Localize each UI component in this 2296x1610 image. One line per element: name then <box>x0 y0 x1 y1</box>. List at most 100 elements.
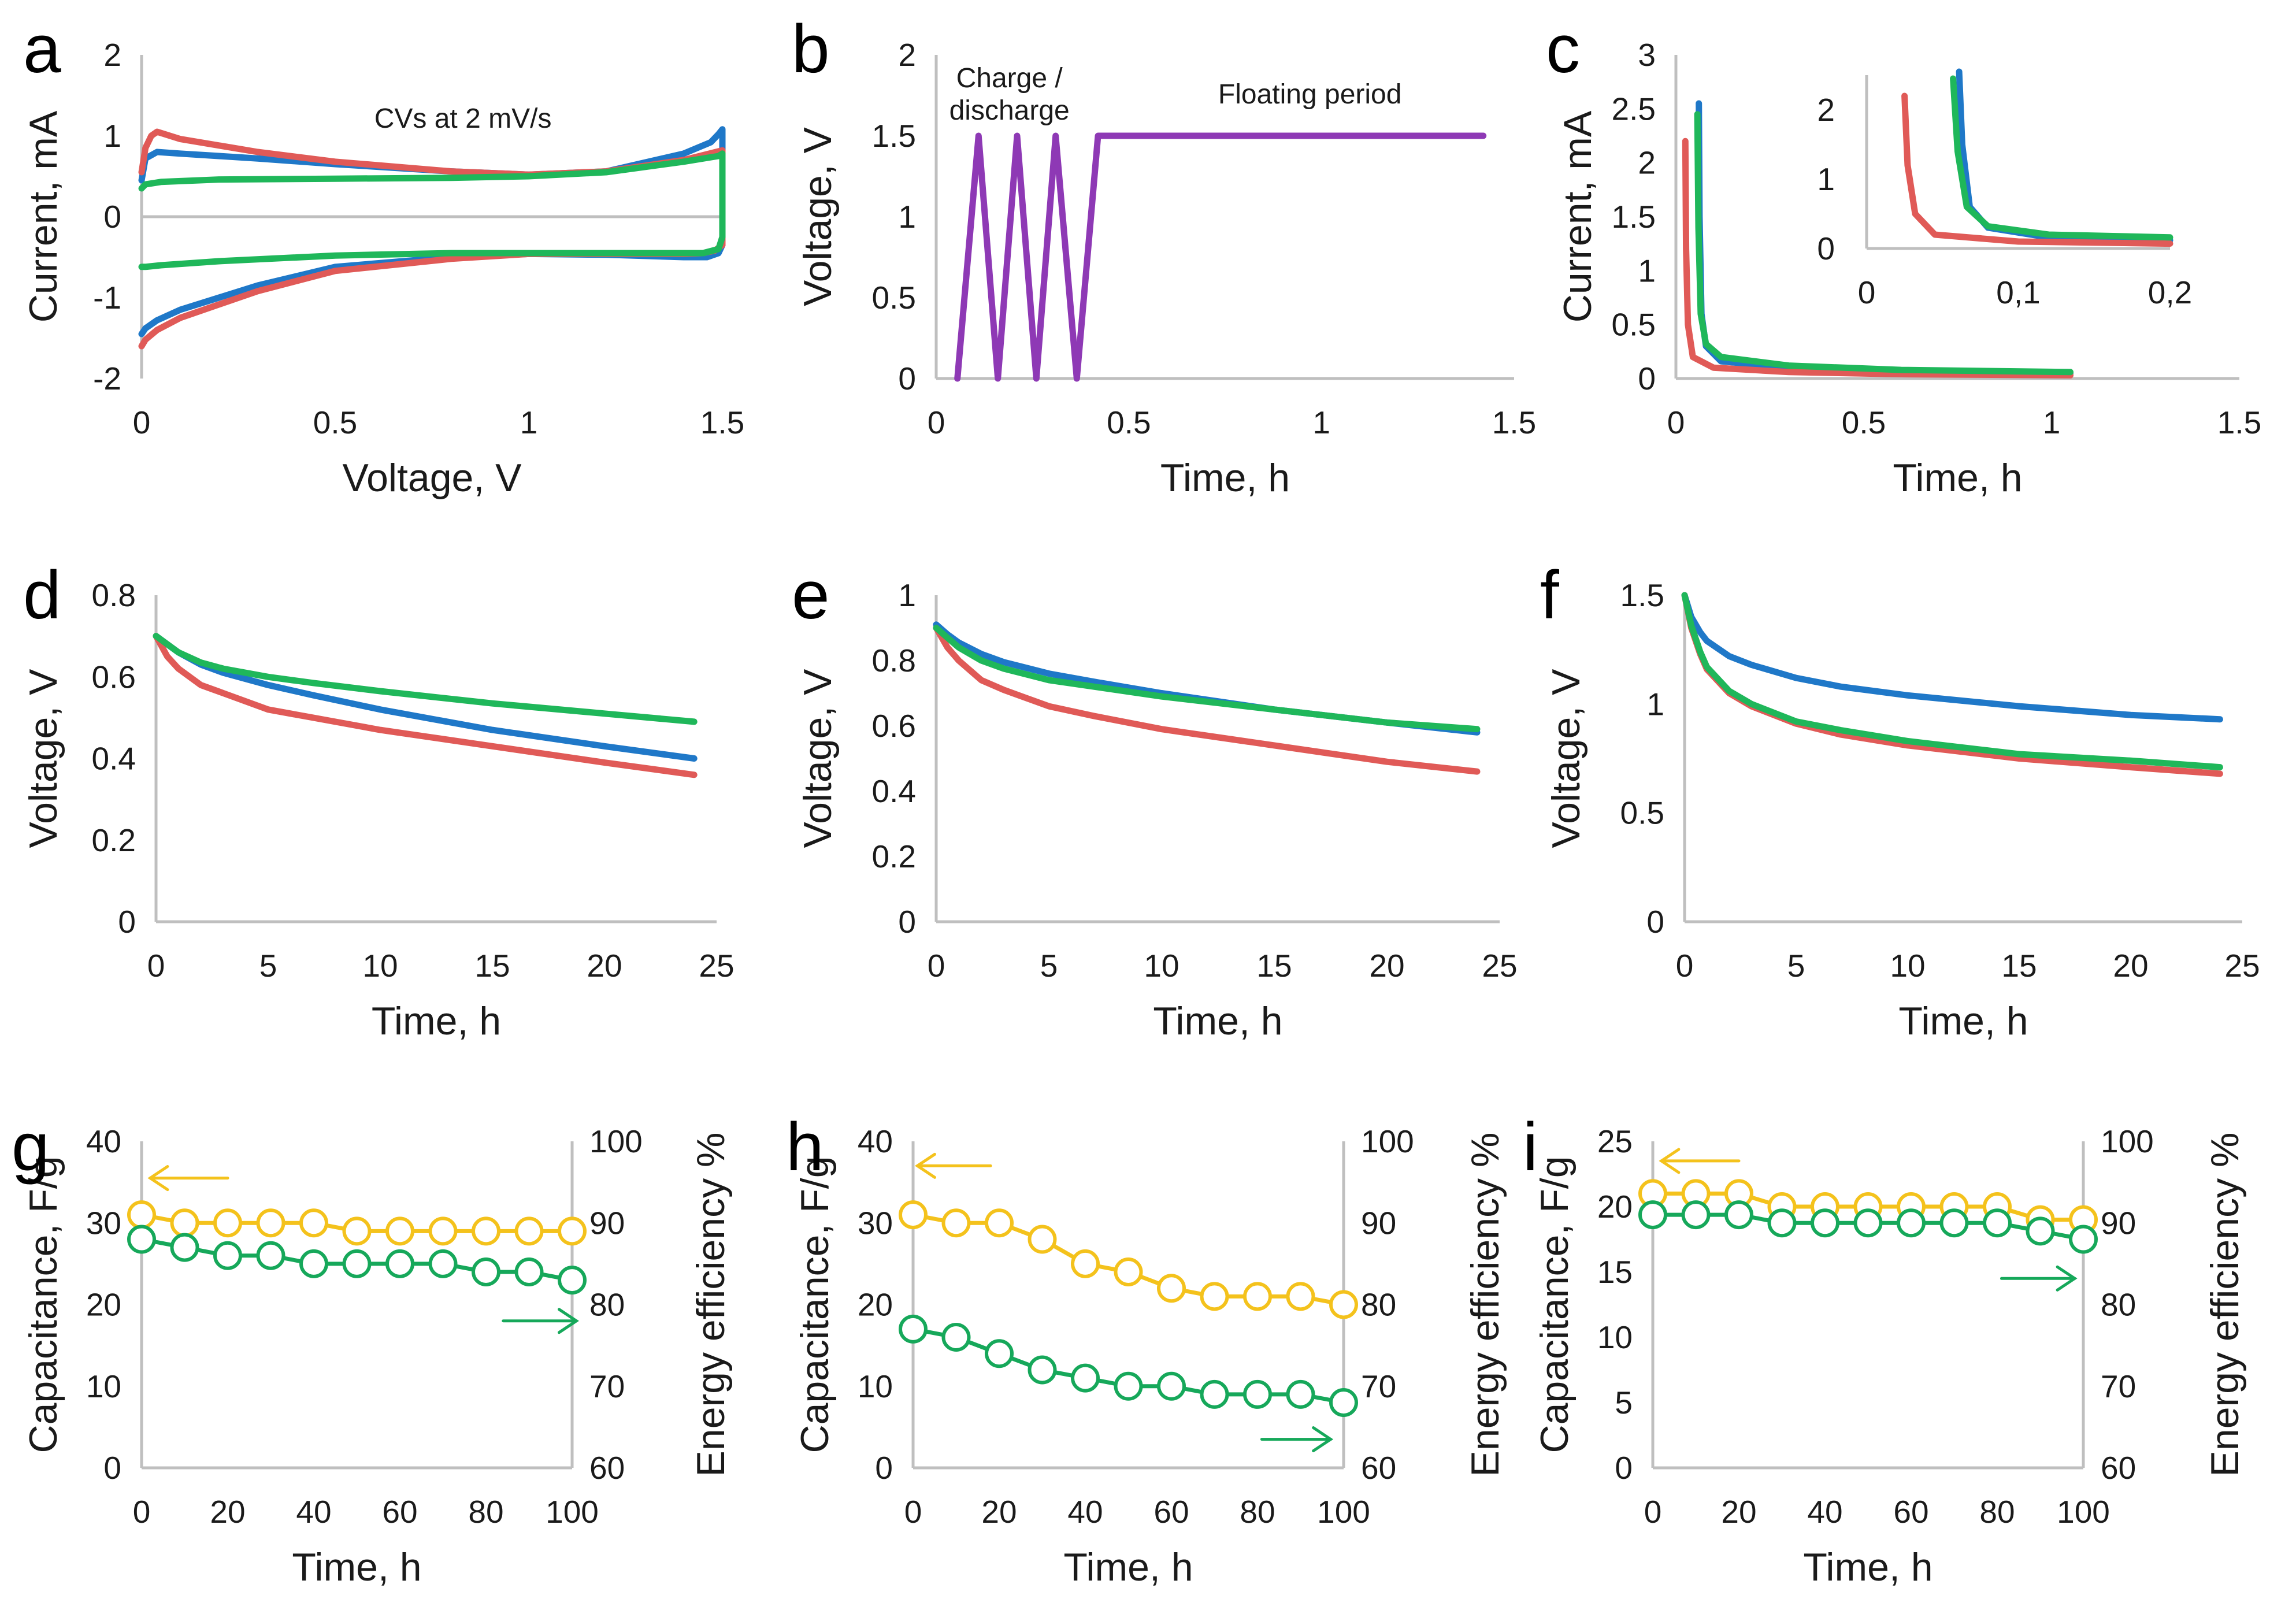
series-line-blue <box>933 621 1481 736</box>
data-point-marker <box>170 1233 199 1262</box>
y-axis-title: Capacitance, F/g <box>21 1156 65 1453</box>
x-tick-label: 0 <box>133 405 151 440</box>
panel-e-series <box>933 621 1481 775</box>
panel-b-axes: 0 0.5 1 1.5 0 0.5 1 1.5 2 Time, h Voltage, V b <box>792 11 1536 500</box>
y2-tick-label: 70 <box>2101 1368 2136 1404</box>
y-axis-title: Voltage, V <box>796 127 840 306</box>
y-tick-label: 0 <box>1646 904 1664 940</box>
x-tick-label: 0 <box>928 405 945 440</box>
data-point-marker <box>1243 1379 1272 1409</box>
x-tick-label: 5 <box>1787 948 1805 984</box>
x-tick-label: 80 <box>468 1494 503 1530</box>
x-axis-title: Time, h <box>1803 1545 1933 1589</box>
y2-tick-label: 60 <box>2101 1450 2136 1486</box>
y-tick-label: 10 <box>858 1368 893 1404</box>
x-axis-title: Time, h <box>372 999 501 1043</box>
y2-tick-label: 80 <box>2101 1287 2136 1323</box>
series-line-green <box>138 150 726 270</box>
y-tick-label: 5 <box>1615 1385 1633 1420</box>
y2-tick-label: 60 <box>589 1450 625 1486</box>
x-tick-label: 20 <box>210 1494 245 1530</box>
series-line-green <box>1694 111 2074 376</box>
y-tick-label: 30 <box>86 1205 121 1241</box>
arrow-left-icon <box>914 1152 992 1179</box>
data-point-marker <box>1286 1379 1315 1409</box>
x-tick-label: 0 <box>147 948 165 984</box>
panel-c-series <box>1682 100 2074 379</box>
x-tick-label: 40 <box>296 1494 331 1530</box>
y2-tick-label: 60 <box>1361 1450 1396 1486</box>
inset-x-tick-label: 0,2 <box>2148 274 2192 310</box>
inset-y-tick-label: 2 <box>1817 92 1835 128</box>
data-point-marker <box>558 1266 587 1295</box>
y-axis-title: Current, mA <box>21 110 65 322</box>
x-tick-label: 0 <box>904 1494 922 1530</box>
y-tick-label: 1.5 <box>1620 577 1664 613</box>
inset-series-line-blue <box>1956 68 2173 244</box>
data-point-marker <box>899 1200 928 1230</box>
x-tick-label: 0 <box>928 948 945 984</box>
x-tick-label: 60 <box>382 1494 417 1530</box>
data-point-marker <box>899 1314 928 1344</box>
annotation-label: CVs at 2 mV/s <box>374 103 552 134</box>
y-axis-title: Capacitance, F/g <box>1533 1156 1577 1453</box>
y-tick-label: 0.2 <box>92 822 136 858</box>
data-point-marker <box>1329 1388 1358 1417</box>
x-tick-label: 0.5 <box>1842 405 1886 440</box>
data-point-marker <box>127 1225 156 1254</box>
y-tick-label: 0.6 <box>92 659 136 695</box>
data-point-marker <box>299 1249 328 1278</box>
panel-e-axes: 0 5 10 15 20 25 0 0.2 0.4 0.6 0.8 1 Time, h Voltage, … <box>792 557 1518 1043</box>
data-point-marker <box>514 1216 544 1246</box>
panel-d-series <box>153 633 698 778</box>
data-point-marker <box>472 1216 500 1246</box>
panel-letter-e: e <box>792 557 830 633</box>
panel-f-axes: 0 5 10 15 20 25 0 0.5 1 1.5 Time, h Voltage, V f <box>1540 557 2260 1043</box>
data-point-marker <box>428 1249 458 1278</box>
inset-y-tick-label: 1 <box>1817 161 1835 197</box>
x-tick-label: 10 <box>362 948 398 984</box>
data-point-marker <box>514 1257 544 1286</box>
data-point-marker <box>1243 1282 1272 1311</box>
data-point-marker <box>472 1257 500 1286</box>
inset-x-tick-label: 0 <box>1858 274 1876 310</box>
x-tick-label: 80 <box>1240 1494 1275 1530</box>
y-tick-label: 0.8 <box>92 577 136 613</box>
y-tick-label: 20 <box>1597 1189 1633 1225</box>
series-line-red <box>933 625 1481 775</box>
x-tick-label: 0.5 <box>1107 405 1151 440</box>
y-tick-label: 2 <box>103 37 121 73</box>
data-point-marker <box>985 1339 1014 1368</box>
data-point-marker <box>385 1249 414 1278</box>
x-tick-label: 5 <box>1040 948 1058 984</box>
panel-c-inset: 0 0,1 0,2 0 1 2 <box>1817 68 2192 310</box>
data-point-marker <box>213 1241 242 1270</box>
y-tick-label: 25 <box>1597 1123 1633 1159</box>
x-tick-label: 15 <box>1256 948 1292 984</box>
data-point-marker <box>1638 1200 1667 1230</box>
data-point-marker <box>2026 1216 2055 1246</box>
panel-c-axes: 0 0.5 1 1.5 0 0.5 1 1.5 2 2.5 3 Time, h Current, mA c <box>1546 11 2261 500</box>
y-tick-label: 1.5 <box>1612 199 1656 235</box>
y-tick-label: 0.5 <box>1620 795 1664 831</box>
panel-letter-g: g <box>12 1109 50 1185</box>
y-tick-label: 0.5 <box>872 280 916 316</box>
y-tick-label: 0 <box>1615 1450 1633 1486</box>
data-point-marker <box>1071 1249 1100 1278</box>
y-tick-label: 15 <box>1597 1254 1633 1290</box>
panel-letter-f: f <box>1540 557 1559 633</box>
y-tick-label: 0.4 <box>872 773 916 809</box>
y-tick-label: -1 <box>93 280 121 316</box>
panel-g-right-axis: 60 70 80 90 100 Energy efficiency % <box>570 1123 733 1486</box>
y-tick-label: 1 <box>103 118 121 154</box>
y-tick-label: 1 <box>1646 686 1664 722</box>
y2-axis-title: Energy efficiency % <box>2203 1133 2247 1477</box>
series-line-green <box>933 625 1481 733</box>
y-tick-label: 40 <box>858 1123 893 1159</box>
y-tick-label: 1 <box>898 577 916 613</box>
y2-tick-label: 90 <box>1361 1205 1396 1241</box>
x-axis-title: Time, h <box>1893 456 2022 500</box>
y2-tick-label: 90 <box>2101 1205 2136 1241</box>
